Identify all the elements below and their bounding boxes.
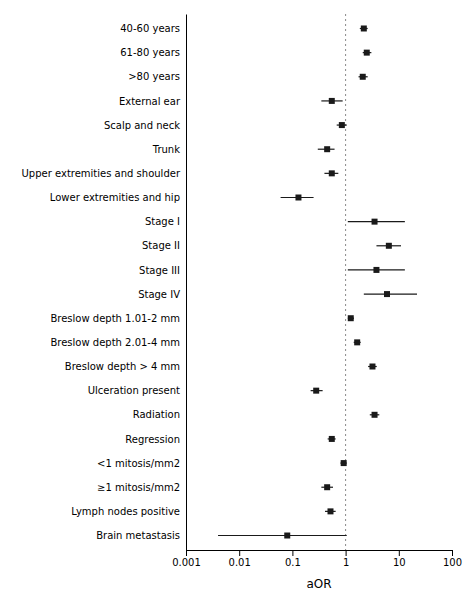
category-label: 40-60 years xyxy=(120,23,180,34)
point-estimate xyxy=(361,25,367,31)
x-axis-title: aOR xyxy=(306,577,331,591)
point-estimate xyxy=(313,388,319,394)
category-label: Stage I xyxy=(145,216,180,227)
point-estimate xyxy=(324,146,330,152)
y-tick: 40-60 years xyxy=(120,23,186,34)
category-label: Brain metastasis xyxy=(96,530,180,541)
category-label: External ear xyxy=(119,96,181,107)
category-label: Breslow depth 2.01-4 mm xyxy=(50,337,180,348)
y-tick: Scalp and neck xyxy=(104,120,186,131)
category-label: Lower extremities and hip xyxy=(50,192,180,203)
point-estimate xyxy=(372,412,378,418)
point-estimate xyxy=(295,194,301,200)
point-estimate xyxy=(329,436,335,442)
category-label: Stage II xyxy=(142,240,180,251)
category-label: Scalp and neck xyxy=(104,120,180,131)
category-label: Lymph nodes positive xyxy=(71,506,180,517)
x-axis: 0.001 0.01 0.1 1 10 100 xyxy=(172,550,462,568)
y-tick: Upper extremities and shoulder xyxy=(22,168,186,179)
y-tick: Radiation xyxy=(133,409,186,420)
x-tick: 0.1 xyxy=(285,550,301,568)
y-tick: <1 mitosis/mm2 xyxy=(97,458,186,469)
y-axis: 40-60 years 61-80 years >80 years External … xyxy=(22,15,187,551)
y-tick: Stage II xyxy=(142,240,186,251)
category-label: >80 years xyxy=(128,71,180,82)
point-estimate xyxy=(324,484,330,490)
x-tick-label: 10 xyxy=(393,557,406,568)
point-estimate xyxy=(329,170,335,176)
y-tick: ≥1 mitosis/mm2 xyxy=(97,482,186,493)
x-tick-mark xyxy=(346,550,347,556)
plot: 0.001 0.01 0.1 1 10 100 aOR 40-60 years 61-80 ye… xyxy=(22,14,463,591)
y-tick: Stage IV xyxy=(138,289,186,300)
y-tick: 61-80 years xyxy=(120,47,186,58)
y-tick: Breslow depth 2.01-4 mm xyxy=(50,337,186,348)
point-estimate xyxy=(348,315,354,321)
confidence-interval xyxy=(218,535,347,536)
point-estimate xyxy=(354,339,360,345)
x-tick-mark xyxy=(239,550,240,556)
category-label: Regression xyxy=(125,434,180,445)
y-tick: Ulceration present xyxy=(88,385,186,396)
category-label: Radiation xyxy=(133,409,180,420)
x-tick-mark xyxy=(292,550,293,556)
x-tick: 100 xyxy=(443,550,462,568)
point-estimate xyxy=(329,98,335,104)
category-label: Breslow depth 1.01-2 mm xyxy=(50,313,180,324)
y-tick: Trunk xyxy=(152,144,186,155)
x-tick-label: 0.1 xyxy=(285,557,301,568)
category-label: ≥1 mitosis/mm2 xyxy=(97,482,180,493)
x-tick: 1 xyxy=(343,550,349,568)
x-tick-label: 0.001 xyxy=(172,557,201,568)
point-estimate xyxy=(327,508,333,514)
x-tick-label: 100 xyxy=(443,557,462,568)
x-tick: 10 xyxy=(393,550,406,568)
y-tick: Brain metastasis xyxy=(96,530,186,541)
x-tick: 0.01 xyxy=(229,550,251,568)
point-estimate xyxy=(372,219,378,225)
category-label: Stage III xyxy=(139,265,180,276)
category-label: Trunk xyxy=(152,144,180,155)
x-tick: 0.001 xyxy=(172,550,201,568)
point-estimate xyxy=(384,291,390,297)
point-estimate xyxy=(373,267,379,273)
point-estimate xyxy=(360,74,366,80)
x-tick-mark xyxy=(186,550,187,556)
y-axis-line xyxy=(186,15,187,551)
category-label: 61-80 years xyxy=(120,47,180,58)
y-tick: Breslow depth > 4 mm xyxy=(65,361,186,372)
category-label: Ulceration present xyxy=(88,385,180,396)
category-label: Breslow depth > 4 mm xyxy=(65,361,180,372)
category-label: <1 mitosis/mm2 xyxy=(97,458,180,469)
point-estimate xyxy=(386,243,392,249)
x-tick-label: 1 xyxy=(343,557,349,568)
point-estimate xyxy=(284,533,290,539)
x-tick-mark xyxy=(452,550,453,556)
reference-line xyxy=(345,14,346,550)
x-axis-line xyxy=(187,551,453,557)
y-tick: Lymph nodes positive xyxy=(71,506,186,517)
category-label: Stage IV xyxy=(138,289,180,300)
x-tick-label: 0.01 xyxy=(229,557,251,568)
chart: 0.001 0.01 0.1 1 10 100 aOR 40-60 years 61-80 ye… xyxy=(0,0,474,600)
y-tick: Lower extremities and hip xyxy=(50,192,186,203)
point-estimate xyxy=(369,364,375,370)
marks xyxy=(218,14,417,550)
point-estimate xyxy=(341,460,347,466)
y-tick: Stage I xyxy=(145,216,186,227)
y-tick: Breslow depth 1.01-2 mm xyxy=(50,313,186,324)
point-estimate xyxy=(364,50,370,56)
x-tick-mark xyxy=(399,550,400,556)
y-tick: Regression xyxy=(125,434,186,445)
y-tick: Stage III xyxy=(139,265,186,276)
category-label: Upper extremities and shoulder xyxy=(22,168,181,179)
y-tick: >80 years xyxy=(128,71,186,82)
point-estimate xyxy=(339,122,345,128)
confidence-interval xyxy=(364,293,417,294)
y-tick: External ear xyxy=(119,96,186,107)
